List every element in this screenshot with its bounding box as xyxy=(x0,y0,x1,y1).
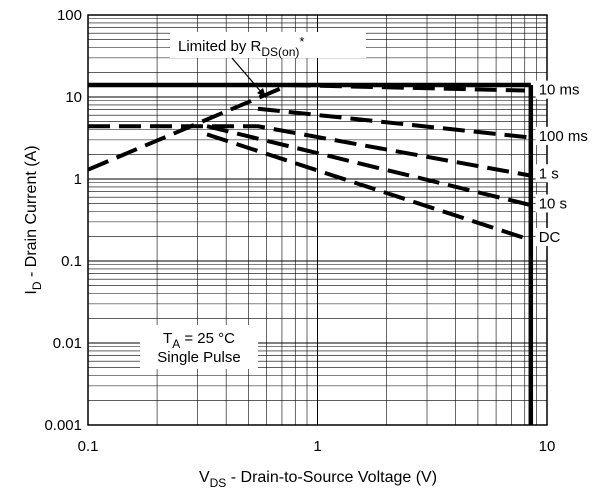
rds-annotation-sub: DS(on) xyxy=(261,45,299,59)
series-line-10-s xyxy=(206,124,532,208)
curve-label-bg xyxy=(535,194,577,213)
rds-annotation: Limited by RDS(on)* xyxy=(178,34,304,59)
x-tick-label: 1 xyxy=(313,438,321,455)
conditions-line1: TA = 25 °C xyxy=(163,330,235,351)
rds-annotation-rest: * xyxy=(299,34,304,49)
rds-annotation-arrow xyxy=(231,57,263,94)
conditions-line1-sub: A xyxy=(172,337,180,351)
y-tick-label: 0.1 xyxy=(61,253,82,270)
conditions-box xyxy=(140,325,258,369)
series-line-10-ms xyxy=(288,83,525,93)
x-axis-label: VDS - Drain-to-Source Voltage (V) xyxy=(199,469,437,489)
x-tick-labels: 0.1 1 10 xyxy=(78,438,556,455)
conditions-line1-main: T xyxy=(163,330,172,347)
curve-label-bg xyxy=(535,80,586,99)
y-tick-label: 0.001 xyxy=(44,417,82,434)
y-axis-label: ID - Drain Current (A) xyxy=(23,145,44,294)
x-tick-label: 0.1 xyxy=(78,438,99,455)
conditions-line1-rest: = 25 °C xyxy=(180,330,235,347)
curve-labels: 10 ms 100 ms 1 s 10 s DC xyxy=(535,80,595,247)
curve-label: 1 s xyxy=(539,165,559,182)
curve-label: 10 ms xyxy=(539,82,580,99)
rds-annotation-box xyxy=(170,32,366,58)
curve-label: 10 s xyxy=(539,195,567,212)
curve-label-bg xyxy=(535,228,560,247)
y-axis-label-rest: - Drain Current (A) xyxy=(23,145,40,281)
series-line-100-ms xyxy=(257,106,532,140)
x-axis-label-main: V xyxy=(199,469,210,486)
y-tick-label: 10 xyxy=(65,89,82,106)
x-axis-label-sub: DS xyxy=(210,476,227,489)
y-tick-label: 1 xyxy=(74,171,82,188)
x-axis-label-rest: - Drain-to-Source Voltage (V) xyxy=(226,469,437,486)
y-axis-label-main: I xyxy=(23,290,40,294)
y-axis-label-sub: D xyxy=(30,281,44,290)
rds-annotation-main: Limited by R xyxy=(178,38,262,55)
series-layer xyxy=(87,82,534,425)
plot-frame xyxy=(87,14,548,426)
conditions-line2: Single Pulse xyxy=(157,349,240,366)
series-line-1-s xyxy=(88,124,532,178)
y-tick-label: 100 xyxy=(57,7,82,24)
series-line-DC xyxy=(206,132,532,242)
x-tick-label: 10 xyxy=(539,438,556,455)
y-tick-label: 0.01 xyxy=(53,335,82,352)
rds-arrow-head xyxy=(257,88,266,98)
curve-label-bg xyxy=(535,164,569,183)
y-tick-labels: 100 10 1 0.1 0.01 0.001 xyxy=(44,7,82,434)
curve-label: DC xyxy=(539,229,561,246)
curve-label-bg xyxy=(535,126,595,145)
curve-label: 100 ms xyxy=(539,128,588,145)
